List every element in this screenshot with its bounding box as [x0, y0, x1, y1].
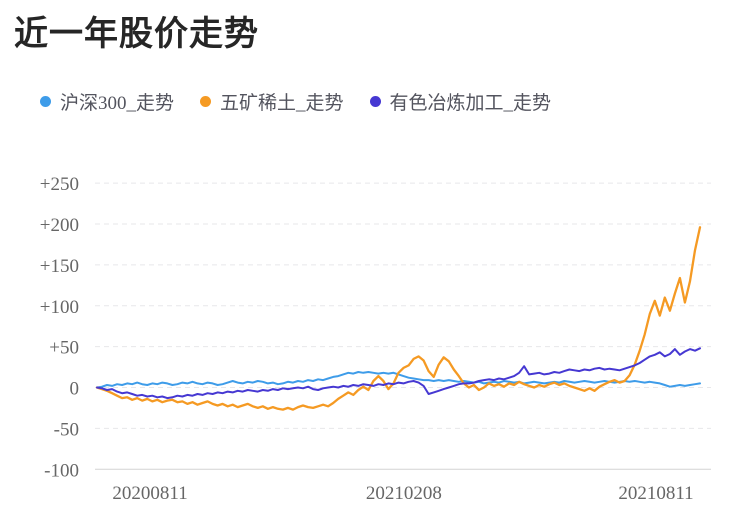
- y-tick-label: 0: [70, 379, 80, 400]
- legend-dot-icon: [40, 96, 51, 107]
- y-tick-label: +50: [49, 338, 79, 359]
- x-tick-label: 20210811: [618, 483, 693, 504]
- y-tick-label: +150: [40, 256, 79, 277]
- legend-label-hs300: 沪深300_走势: [60, 93, 175, 114]
- legend-item-hs300[interactable]: 沪深300_走势: [40, 88, 174, 115]
- legend-dot-icon: [369, 96, 381, 107]
- chart-legend: 沪深300_走势 五矿稀土_走势 有色冶炼加工_走势: [40, 88, 551, 115]
- y-tick-label: +100: [40, 297, 79, 318]
- x-tick-label: 20210208: [366, 483, 442, 504]
- legend-label-wukuang-xitu: 五矿稀土_走势: [220, 93, 344, 114]
- legend-dot-icon: [200, 96, 212, 107]
- y-tick-label: +250: [40, 174, 79, 195]
- legend-item-wukuang-xitu[interactable]: 五矿稀土_走势: [200, 88, 344, 115]
- legend-item-youse-yelian[interactable]: 有色冶炼加工_走势: [369, 88, 552, 115]
- y-tick-label: +200: [40, 215, 79, 236]
- legend-label-youse-yelian: 有色冶炼加工_走势: [389, 93, 552, 114]
- series-line-2: [96, 347, 701, 400]
- y-tick-label: -50: [54, 419, 79, 440]
- chart-title: 近一年股价走势: [14, 15, 259, 53]
- x-tick-label: 20200811: [112, 483, 187, 504]
- y-tick-label: -100: [44, 460, 79, 481]
- series-line-1: [95, 226, 702, 411]
